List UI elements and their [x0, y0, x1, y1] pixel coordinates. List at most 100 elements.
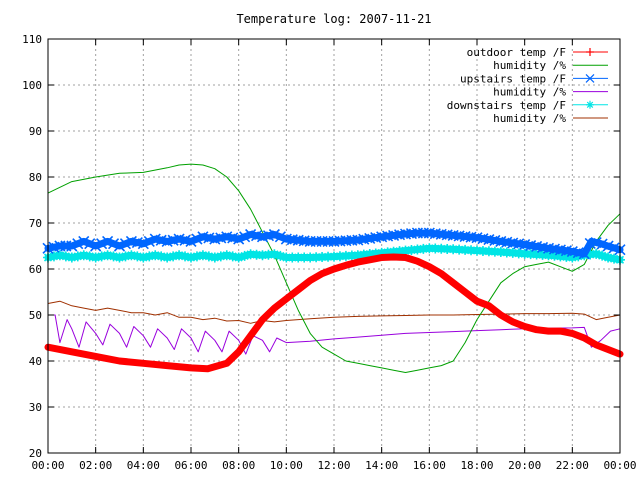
- series-3: [47, 314, 621, 355]
- data-point-marker: [275, 250, 286, 261]
- legend-label: downstairs temp /F: [447, 99, 566, 112]
- data-point-marker: [162, 252, 173, 263]
- data-point-marker: [113, 240, 126, 252]
- data-point-marker: [364, 249, 375, 260]
- data-point-marker: [323, 251, 334, 262]
- legend-label: humidity /%: [493, 59, 566, 72]
- x-tick-label: 16:00: [413, 459, 446, 472]
- x-tick-label: 14:00: [365, 459, 398, 472]
- x-tick-label: 12:00: [317, 459, 350, 472]
- data-point-marker: [376, 247, 387, 258]
- data-point-marker: [144, 251, 155, 262]
- data-point-marker: [424, 243, 435, 254]
- data-point-marker: [239, 250, 250, 261]
- x-tick-label: 22:00: [556, 459, 589, 472]
- data-point-marker: [519, 248, 530, 259]
- series-line: [44, 253, 624, 373]
- data-point-marker: [596, 238, 608, 250]
- data-point-marker: [311, 252, 322, 263]
- data-point-marker: [430, 243, 441, 254]
- data-point-marker: [203, 251, 214, 262]
- data-point-marker: [233, 252, 244, 263]
- data-point-marker: [602, 240, 614, 252]
- series-0: [44, 253, 624, 373]
- legend-item: downstairs temp /F: [447, 99, 608, 112]
- data-point-marker: [352, 250, 363, 261]
- y-tick-label: 100: [22, 79, 42, 92]
- y-tick-label: 30: [29, 401, 42, 414]
- legend-label: outdoor temp /F: [467, 46, 566, 59]
- data-point-marker: [186, 252, 196, 263]
- data-point-marker: [180, 251, 191, 262]
- data-point-marker: [268, 228, 280, 241]
- series-2: [42, 227, 626, 260]
- data-point-marker: [489, 246, 500, 257]
- data-point-marker: [90, 240, 102, 252]
- data-point-marker: [96, 251, 107, 262]
- legend-label: humidity /%: [493, 112, 566, 125]
- x-tick-label: 06:00: [174, 459, 207, 472]
- data-point-marker: [495, 246, 506, 257]
- data-point-marker: [358, 249, 369, 260]
- data-point-marker: [102, 235, 114, 247]
- data-point-marker: [60, 251, 71, 262]
- x-tick-label: 00:00: [603, 459, 636, 472]
- data-point-marker: [263, 249, 274, 260]
- data-point-marker: [448, 244, 459, 255]
- data-point-marker: [96, 238, 108, 250]
- x-tick-label: 18:00: [460, 459, 493, 472]
- y-tick-label: 40: [29, 355, 42, 368]
- x-axis-ticks: 00:00 02:00 04:00 06:00 08:00 10:00 12:00 14:00…: [31, 39, 637, 472]
- data-point-marker: [442, 243, 453, 254]
- data-point-marker: [299, 252, 310, 263]
- legend-marker: [586, 100, 594, 109]
- data-point-marker: [513, 248, 524, 259]
- legend-label: humidity /%: [493, 86, 566, 99]
- y-tick-label: 70: [29, 217, 42, 230]
- data-point-marker: [472, 245, 482, 256]
- data-point-marker: [507, 247, 518, 258]
- legend-item: upstairs temp /F: [460, 72, 608, 85]
- data-point-marker: [483, 246, 494, 257]
- data-point-marker: [156, 251, 167, 262]
- data-point-marker: [114, 252, 125, 263]
- data-point-marker: [597, 250, 608, 261]
- data-point-marker: [239, 231, 251, 243]
- data-point-marker: [221, 250, 232, 261]
- data-point-marker: [191, 233, 203, 245]
- data-point-marker: [215, 251, 226, 262]
- data-point-marker: [174, 250, 185, 261]
- data-point-marker: [329, 251, 339, 262]
- y-tick-label: 50: [29, 309, 42, 322]
- data-point-marker: [382, 247, 393, 258]
- x-tick-label: 04:00: [127, 459, 160, 472]
- x-tick-label: 00:00: [31, 459, 64, 472]
- y-tick-label: 110: [22, 33, 42, 46]
- legend-item: humidity /%: [493, 112, 608, 125]
- x-tick-label: 10:00: [270, 459, 303, 472]
- data-point-marker: [293, 252, 304, 263]
- data-point-marker: [388, 246, 399, 257]
- data-point-marker: [107, 238, 120, 250]
- data-point-marker: [555, 251, 566, 262]
- data-point-marker: [531, 249, 542, 260]
- data-point-marker: [394, 246, 405, 257]
- x-tick-label: 08:00: [222, 459, 255, 472]
- data-point-marker: [191, 251, 202, 262]
- legend-item: humidity /%: [493, 86, 608, 99]
- data-point-marker: [72, 238, 84, 250]
- data-point-marker: [197, 250, 208, 261]
- data-point-marker: [84, 251, 95, 262]
- x-tick-label: 20:00: [508, 459, 541, 472]
- data-point-marker: [454, 244, 465, 255]
- data-point-marker: [66, 240, 78, 252]
- data-point-marker: [340, 250, 351, 261]
- data-point-marker: [48, 251, 59, 262]
- data-point-marker: [209, 252, 220, 263]
- data-point-marker: [257, 250, 268, 261]
- data-point-marker: [245, 249, 256, 260]
- data-point-marker: [406, 245, 417, 256]
- data-point-marker: [400, 245, 411, 256]
